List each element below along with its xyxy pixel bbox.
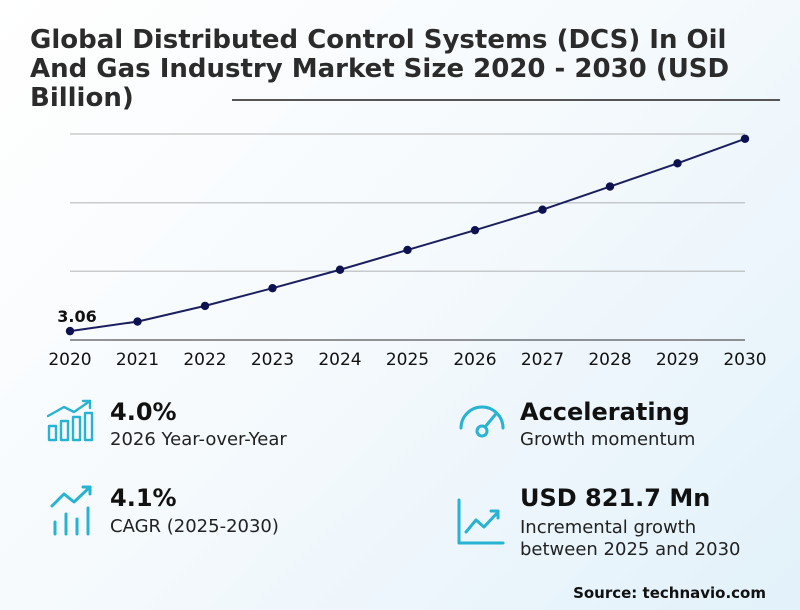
data-point — [200, 301, 210, 311]
x-tick-label: 2030 — [723, 350, 766, 370]
data-point — [403, 245, 412, 255]
title-divider — [232, 99, 780, 101]
x-tick-label: 2027 — [521, 350, 564, 370]
data-point — [133, 317, 142, 326]
x-tick-label: 2020 — [48, 350, 91, 370]
cagr-value: 4.1% — [110, 484, 177, 512]
data-point — [605, 182, 615, 191]
stat-yoy: 4.0% 2026 Year-over-Year — [46, 398, 376, 458]
x-tick-label: 2022 — [183, 350, 226, 370]
stat-cagr: 4.1% CAGR (2025-2030) — [50, 484, 380, 544]
market-size-line-chart: 2020 2021 2022 2023 2024 2025 2026 2027 2028 2029… — [48, 133, 767, 370]
data-point — [740, 134, 750, 143]
trend-bars-icon — [50, 485, 92, 536]
data-point — [268, 283, 277, 293]
incremental-label-line2: between 2025 and 2030 — [520, 539, 741, 560]
x-tick-label: 2026 — [453, 350, 496, 370]
data-point — [65, 326, 75, 336]
x-tick-label: 2025 — [386, 350, 429, 370]
speedometer-icon — [459, 405, 505, 438]
cagr-label: CAGR (2025-2030) — [110, 516, 279, 537]
series-line — [69, 137, 746, 333]
incremental-label-line1: Incremental growth — [520, 517, 697, 538]
yoy-label: 2026 Year-over-Year — [110, 429, 287, 450]
momentum-value: Accelerating — [520, 398, 690, 426]
stat-incremental: USD 821.7 Mn Incremental growth between … — [456, 484, 786, 564]
x-tick-label: 2028 — [588, 350, 631, 370]
stat-momentum: Accelerating Growth momentum — [456, 398, 776, 458]
bar-chart-growth-icon — [46, 399, 94, 442]
data-point — [538, 205, 547, 214]
data-label: 3.06 — [57, 307, 96, 326]
incremental-value: USD 821.7 Mn — [520, 484, 711, 512]
x-tick-label: 2029 — [656, 350, 699, 370]
yoy-value: 4.0% — [110, 398, 177, 426]
momentum-label: Growth momentum — [520, 429, 696, 450]
x-tick-label: 2023 — [251, 350, 294, 370]
x-tick-label: 2024 — [318, 350, 361, 370]
source-credit: Source: technavio.com — [573, 584, 766, 602]
data-point — [673, 159, 682, 168]
line-chart-icon — [457, 498, 505, 545]
data-point — [335, 265, 345, 274]
x-tick-label: 2021 — [116, 350, 159, 370]
data-point — [470, 225, 480, 235]
chart-title: Global Distributed Control Systems (DCS)… — [30, 25, 730, 113]
